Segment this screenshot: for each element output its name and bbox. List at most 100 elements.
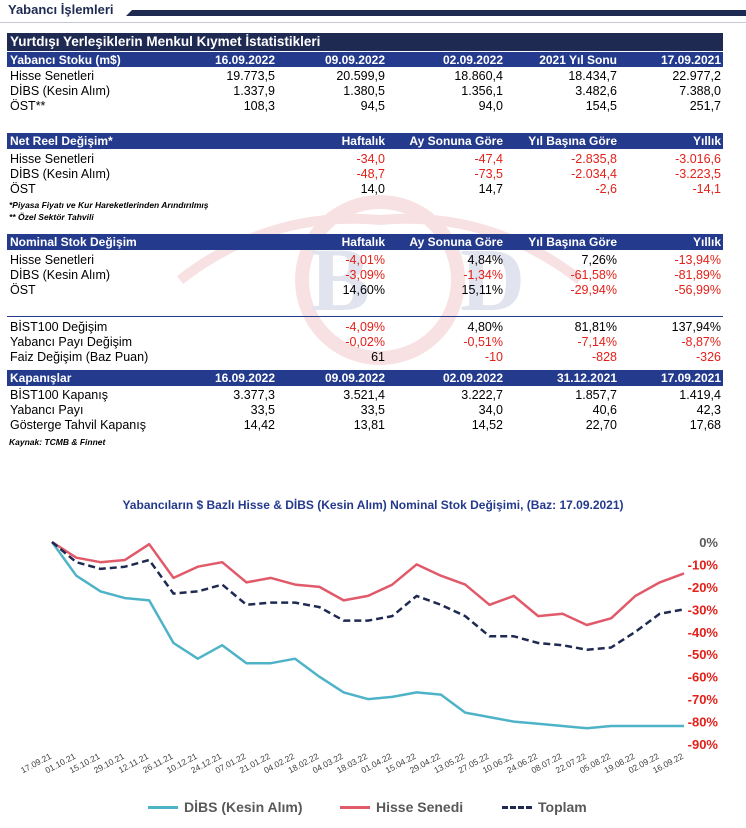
legend-swatch-hisse xyxy=(340,805,370,809)
closing-value: 1.419,4 xyxy=(679,388,721,402)
nominal-value: 7,26% xyxy=(581,253,617,267)
closing-row: BİST100 Kapanış 3.377,3 3.521,4 3.222,7 1.85… xyxy=(7,388,723,402)
closing-label: Yabancı Payı xyxy=(10,403,84,417)
closing-value: 17,68 xyxy=(689,418,721,432)
nominal-table-header: Nominal Stok Değişim Haftalık Ay Sonuna … xyxy=(7,234,723,250)
closing-value: 33,5 xyxy=(250,403,275,417)
stock-value: 19.773,5 xyxy=(226,69,275,83)
closing-header-col5: 17.09.2021 xyxy=(660,371,721,385)
net-value: -2.034,4 xyxy=(571,167,617,181)
stock-value: 1.380,5 xyxy=(343,84,385,98)
stock-value: 20.599,9 xyxy=(336,69,385,83)
market-row: Yabancı Payı Değişim -0,02% -0,51% -7,14% -8… xyxy=(7,335,723,349)
closing-value: 34,0 xyxy=(478,403,503,417)
legend-swatch-toplam xyxy=(502,805,532,809)
stock-value: 1.337,9 xyxy=(233,84,275,98)
net-value: -48,7 xyxy=(356,167,386,181)
page-header: Yabancı İşlemleri xyxy=(0,0,746,24)
nominal-row: Hisse Senetleri -4,01% 4,84% 7,26% -13,94% xyxy=(7,253,723,267)
net-header-col1: Haftalık xyxy=(341,134,385,148)
closing-value: 13,81 xyxy=(353,418,385,432)
closing-header-col2: 09.09.2022 xyxy=(324,371,385,385)
market-value: -4,09% xyxy=(345,320,385,334)
nominal-header-label: Nominal Stok Değişim xyxy=(10,235,137,249)
market-value: -0,02% xyxy=(345,335,385,349)
net-value: -2.835,8 xyxy=(571,152,617,166)
market-row: BİST100 Değişim -4,09% 4,80% 81,81% 137,94% xyxy=(7,320,723,334)
closing-value: 14,52 xyxy=(471,418,503,432)
net-label: Hisse Senetleri xyxy=(10,152,95,166)
net-value: -3.223,5 xyxy=(675,167,721,181)
net-header-label: Net Reel Değişim* xyxy=(10,134,113,148)
legend-swatch-dibs xyxy=(148,805,178,809)
y-tick-label: -50% xyxy=(688,647,719,662)
nominal-header-col3: Yıl Başına Göre xyxy=(528,235,617,249)
stock-value: 154,5 xyxy=(585,99,617,113)
header-rule xyxy=(126,10,746,16)
y-tick-label: -80% xyxy=(688,715,719,730)
market-label: Yabancı Payı Değişim xyxy=(10,335,133,349)
nominal-label: Hisse Senetleri xyxy=(10,253,95,267)
market-value: 4,80% xyxy=(467,320,503,334)
legend-item-dibs: DİBS (Kesin Alım) xyxy=(148,799,303,815)
net-value: -34,0 xyxy=(356,152,386,166)
stock-value: 18.434,7 xyxy=(568,69,617,83)
stock-table-header: Yabancı Stoku (m$) 16.09.2022 09.09.2022… xyxy=(7,52,723,67)
net-value: 14,7 xyxy=(478,182,503,196)
stock-header-col2: 09.09.2022 xyxy=(324,53,385,67)
nominal-header-col4: Yıllık xyxy=(692,235,721,249)
y-tick-label: -20% xyxy=(688,580,719,595)
net-value: -14,1 xyxy=(692,182,722,196)
closing-value: 14,42 xyxy=(243,418,275,432)
series-line-toplam xyxy=(51,541,685,651)
nominal-label: ÖST xyxy=(10,283,36,297)
nominal-value: -1,34% xyxy=(463,268,503,282)
stock-header-label: Yabancı Stoku (m$) xyxy=(10,53,121,67)
nominal-value: -13,94% xyxy=(674,253,721,267)
series-line-hisse xyxy=(51,540,685,627)
net-row: Hisse Senetleri -34,0 -47,4 -2.835,8 -3.016,… xyxy=(7,152,723,166)
legend-item-hisse: Hisse Senedi xyxy=(340,799,463,815)
net-value: -3.016,6 xyxy=(675,152,721,166)
line-chart: 0%-10%-20%-30%-40%-50%-60%-70%-80%-90%17… xyxy=(19,535,719,775)
stock-label: ÖST** xyxy=(10,99,46,113)
closing-value: 42,3 xyxy=(696,403,721,417)
market-value: 137,94% xyxy=(671,320,721,334)
stock-row: Hisse Senetleri 19.773,5 20.599,9 18.860,4 1… xyxy=(7,69,723,83)
stock-value: 1.356,1 xyxy=(461,84,503,98)
net-header-col3: Yıl Başına Göre xyxy=(528,134,617,148)
net-header-col2: Ay Sonuna Göre xyxy=(409,134,503,148)
stock-label: Hisse Senetleri xyxy=(10,69,95,83)
nominal-row: DİBS (Kesin Alım) -3,09% -1,34% -61,58% -81,… xyxy=(7,268,723,282)
note-private-bond: ** Özel Sektör Tahvili xyxy=(9,212,94,222)
note-real-change: *Piyasa Fiyatı ve Kur Hareketlerinden Ar… xyxy=(9,200,209,210)
series-line-dibs xyxy=(50,541,684,730)
nominal-value: -4,01% xyxy=(345,253,385,267)
stock-value: 18.860,4 xyxy=(454,69,503,83)
market-label: Faiz Değişim (Baz Puan) xyxy=(10,350,149,364)
chart-title: Yabancıların $ Bazlı Hisse & DİBS (Kesin… xyxy=(122,498,624,512)
net-row: ÖST 14,0 14,7 -2,6 -14,1 xyxy=(7,182,723,196)
market-row: Faiz Değişim (Baz Puan) 61 -10 -828 -326 xyxy=(7,350,723,364)
closing-header-col4: 31.12.2021 xyxy=(556,371,617,385)
closing-value: 33,5 xyxy=(360,403,385,417)
net-value: -73,5 xyxy=(474,167,504,181)
nominal-value: -56,99% xyxy=(674,283,721,297)
closing-header-label: Kapanışlar xyxy=(10,371,72,385)
net-row: DİBS (Kesin Alım) -48,7 -73,5 -2.034,4 -3.22… xyxy=(7,167,723,181)
market-value: -326 xyxy=(695,350,721,364)
closing-value: 1.857,7 xyxy=(575,388,617,402)
closing-header-col3: 02.09.2022 xyxy=(442,371,503,385)
closing-value: 3.377,3 xyxy=(233,388,275,402)
market-value: -8,87% xyxy=(681,335,721,349)
market-value: 61 xyxy=(371,350,385,364)
nominal-value: -29,94% xyxy=(570,283,617,297)
closing-row: Yabancı Payı 33,5 33,5 34,0 40,6 42,3 xyxy=(7,403,723,417)
net-value: 14,0 xyxy=(360,182,385,196)
nominal-value: -61,58% xyxy=(570,268,617,282)
page-title: Yabancı İşlemleri xyxy=(8,2,114,17)
market-value: -7,14% xyxy=(577,335,617,349)
y-tick-label: -40% xyxy=(688,625,719,640)
stock-value: 7.388,0 xyxy=(679,84,721,98)
market-value: -828 xyxy=(591,350,617,364)
